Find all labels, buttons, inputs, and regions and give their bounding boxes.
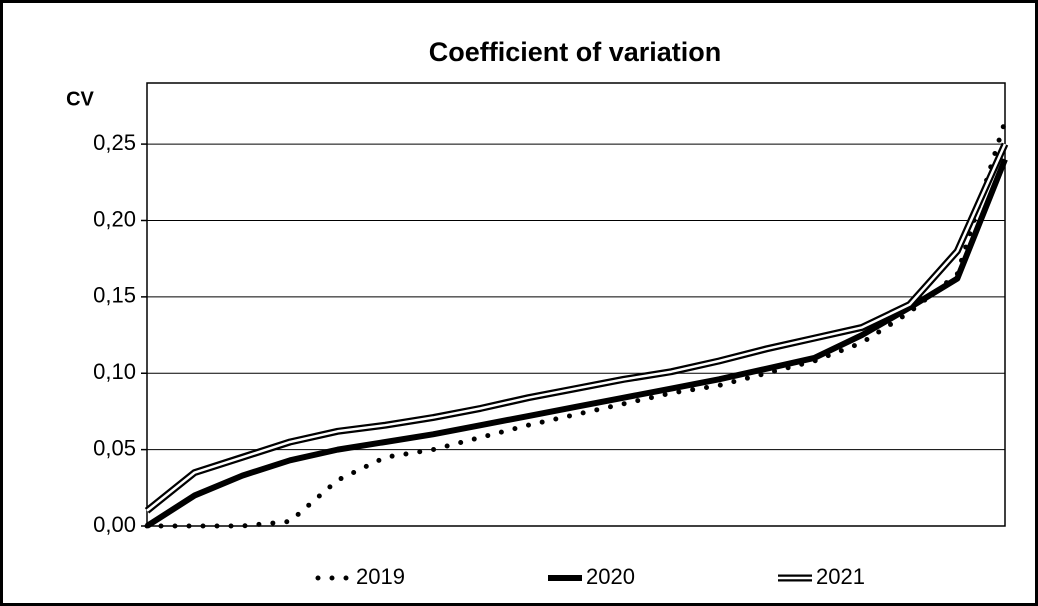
legend-label: 2019 xyxy=(356,564,405,589)
y-tick-label: 0,15 xyxy=(93,283,136,308)
series-line-inner xyxy=(146,143,1007,512)
y-tick-label: 0,20 xyxy=(93,206,136,231)
legend-label: 2021 xyxy=(816,564,865,589)
y-tick-label: 0,05 xyxy=(93,435,136,460)
legend-label: 2020 xyxy=(586,564,635,589)
series-line xyxy=(145,158,1008,529)
y-tick-label: 0,10 xyxy=(93,359,136,384)
y-tick-label: 0,00 xyxy=(93,512,136,537)
chart-title: Coefficient of variation xyxy=(429,37,722,67)
y-tick-label: 0,25 xyxy=(93,130,136,155)
y-axis-title: CV xyxy=(66,88,94,110)
plot-area xyxy=(146,82,1006,527)
